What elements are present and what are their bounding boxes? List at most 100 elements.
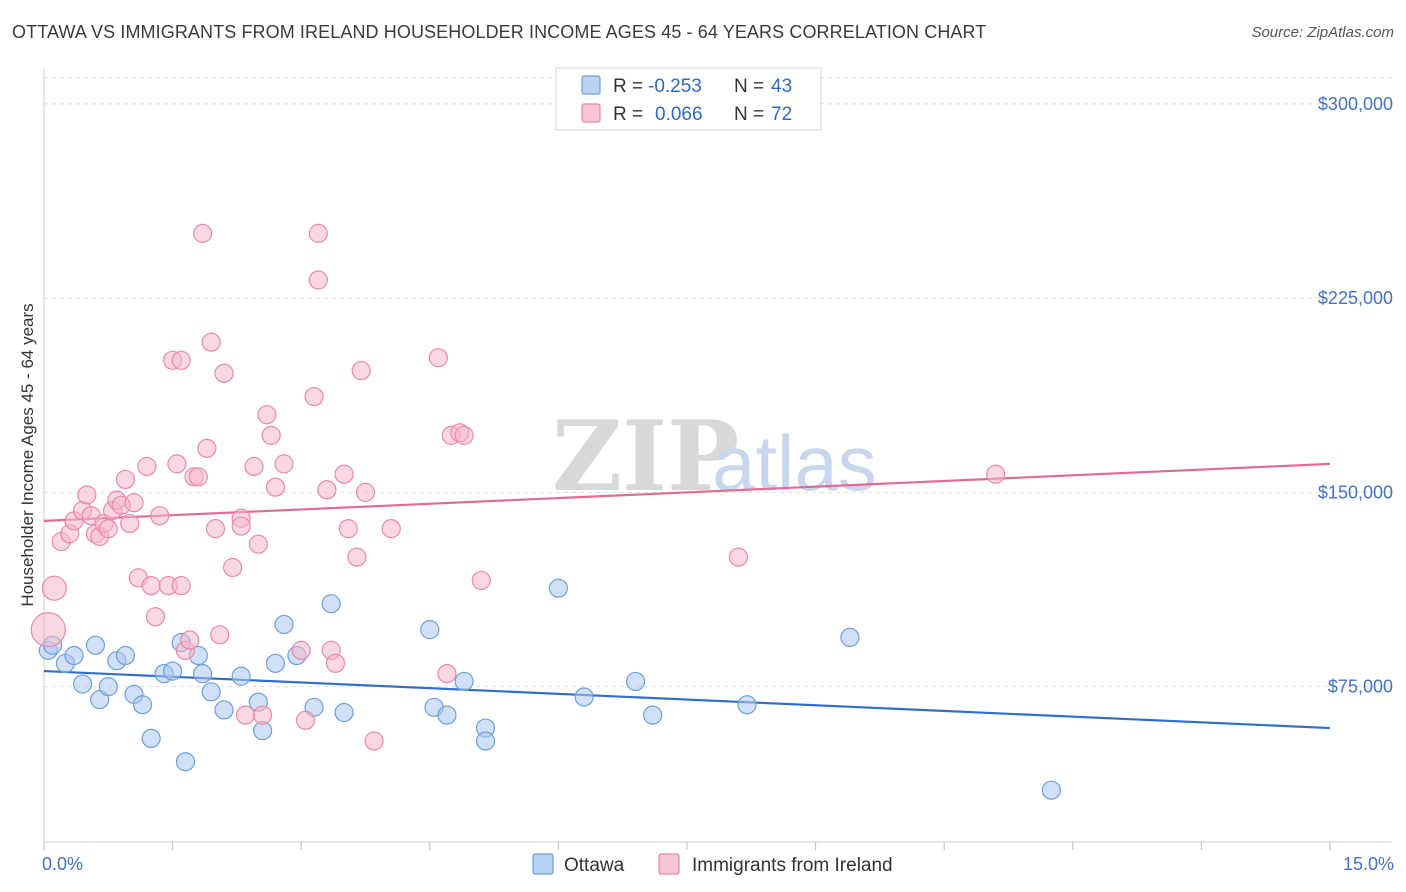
ireland-point-49 — [291, 640, 311, 660]
ottawa-point-16 — [175, 752, 196, 772]
ireland-point-59 — [347, 547, 367, 567]
ireland-point-44 — [253, 705, 273, 725]
bottom-legend-label-ireland: Immigrants from Ireland — [692, 855, 893, 876]
ottawa-point-21 — [231, 666, 251, 686]
ireland-point-51 — [304, 386, 324, 407]
ireland-point-27 — [171, 576, 191, 596]
ottawa-point-11 — [132, 695, 153, 715]
ireland-point-50 — [295, 710, 316, 730]
ireland-point-1 — [41, 575, 67, 601]
ireland-point-41 — [235, 705, 256, 725]
ireland-point-16 — [120, 513, 140, 534]
ottawa-point-19 — [201, 682, 221, 702]
ottawa-point-35 — [475, 731, 496, 751]
legend-r-label-ireland: R = — [613, 104, 643, 125]
legend-swatch-ottawa — [581, 75, 601, 95]
ottawa-point-7 — [98, 677, 118, 697]
ireland-point-22 — [150, 506, 170, 526]
ottawa-point-42 — [1041, 780, 1061, 800]
bottom-legend: Ottawa Immigrants from Ireland — [532, 853, 893, 876]
bottom-legend-label-ottawa: Ottawa — [564, 855, 625, 876]
ireland-point-58 — [338, 519, 358, 539]
ireland-point-43 — [248, 534, 268, 554]
ireland-point-54 — [317, 480, 337, 500]
ottawa-point-5 — [85, 635, 106, 655]
ireland-point-63 — [381, 519, 401, 539]
ireland-point-19 — [137, 456, 157, 477]
ireland-point-62 — [364, 731, 384, 751]
ottawa-trend-line — [43, 669, 1331, 730]
ireland-point-34 — [201, 332, 221, 352]
ireland-point-38 — [223, 557, 243, 578]
y-tick-label-2: $225,000 — [1318, 288, 1393, 308]
ottawa-point-38 — [625, 671, 646, 692]
ottawa-point-28 — [321, 594, 341, 614]
ottawa-point-39 — [643, 705, 663, 725]
x-tick-label-0: 0.0% — [42, 854, 83, 874]
ottawa-point-18 — [193, 664, 213, 684]
ireland-point-71 — [986, 464, 1006, 484]
ireland-point-47 — [265, 477, 286, 497]
ottawa-point-9 — [115, 645, 136, 666]
ottawa-point-36 — [548, 578, 569, 598]
ottawa-point-29 — [334, 702, 354, 723]
ireland-point-20 — [141, 576, 161, 596]
ireland-point-69 — [471, 570, 491, 591]
ireland-point-33 — [197, 438, 217, 458]
ireland-point-32 — [193, 223, 213, 243]
ireland-point-6 — [77, 485, 97, 505]
ireland-point-0 — [30, 612, 66, 648]
ireland-point-68 — [454, 425, 474, 445]
x-tick-label-1: 15.0% — [1343, 854, 1394, 874]
ottawa-point-40 — [737, 695, 757, 715]
y-tick-label-3: $300,000 — [1318, 94, 1393, 114]
ireland-point-46 — [261, 425, 281, 445]
ireland-point-52 — [308, 223, 328, 243]
y-tick-labels: $75,000 $150,000 $225,000 $300,000 — [1318, 94, 1393, 697]
ottawa-point-25 — [274, 614, 294, 635]
gridlines — [44, 77, 1392, 688]
ottawa-point-41 — [840, 627, 860, 648]
legend-n-value-ireland: 72 — [771, 104, 792, 125]
chart-title: OTTAWA VS IMMIGRANTS FROM IRELAND HOUSEH… — [12, 22, 987, 42]
legend-r-value-ottawa: -0.253 — [648, 76, 702, 97]
legend: R = -0.253 N = 43 R = 0.066 N = 72 — [555, 67, 822, 131]
ireland-point-60 — [351, 361, 371, 381]
ireland-point-40 — [231, 516, 251, 536]
ireland-point-45 — [257, 405, 277, 425]
ottawa-point-33 — [454, 671, 474, 692]
y-tick-label-0: $75,000 — [1328, 677, 1393, 697]
data-points — [30, 223, 1061, 800]
ireland-point-31 — [188, 467, 208, 487]
y-axis-label: Householder Income Ages 45 - 64 years — [18, 303, 37, 606]
ireland-trend-line — [43, 462, 1331, 522]
trend-lines — [43, 462, 1331, 730]
ireland-point-29 — [180, 630, 200, 650]
x-tick-labels: 0.0% 15.0% — [42, 854, 1394, 874]
ottawa-point-32 — [437, 705, 457, 725]
ireland-point-61 — [355, 482, 376, 502]
legend-r-label-ottawa: R = — [613, 76, 643, 97]
ireland-point-17 — [124, 493, 144, 513]
axes — [43, 68, 1392, 850]
ottawa-point-37 — [574, 687, 594, 707]
legend-swatch-ireland — [581, 103, 601, 123]
ireland-point-48 — [274, 454, 294, 474]
ireland-point-70 — [728, 547, 749, 567]
ireland-point-21 — [145, 607, 166, 627]
legend-n-value-ottawa: 43 — [771, 76, 792, 97]
ireland-point-65 — [437, 664, 457, 684]
bottom-legend-swatch-ireland — [658, 853, 680, 875]
ottawa-point-14 — [163, 661, 183, 681]
ireland-point-25 — [167, 454, 187, 474]
ottawa-point-12 — [141, 728, 161, 749]
ireland-point-57 — [334, 464, 354, 484]
bottom-legend-swatch-ottawa — [532, 853, 554, 875]
ireland-point-56 — [325, 653, 346, 673]
ireland-point-11 — [98, 519, 118, 539]
ottawa-point-30 — [420, 620, 440, 640]
ireland-point-37 — [214, 363, 234, 383]
y-tick-label-1: $150,000 — [1318, 482, 1393, 502]
watermark-atlas: atlas — [712, 419, 877, 507]
